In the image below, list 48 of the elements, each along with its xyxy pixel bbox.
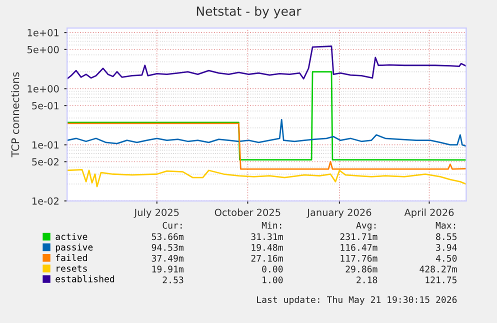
y-tick-label: 1e-01: [32, 141, 59, 149]
legend-label: active: [56, 232, 88, 240]
text: 116.47m: [340, 244, 378, 251]
text: 4.50: [436, 254, 457, 262]
text: 53.66m: [152, 233, 184, 240]
line-series: [67, 118, 466, 147]
legend-label: resets: [56, 265, 87, 272]
text: 3.94: [436, 244, 457, 251]
text: 94.53m: [152, 244, 184, 251]
text: 27.16m: [251, 254, 283, 262]
legend-label: established: [56, 275, 114, 282]
text: Last update: Thu May 21 19:30:15 2026: [257, 296, 457, 305]
text: Max:: [436, 222, 456, 229]
text: 231.71m: [340, 233, 378, 240]
line-series: [67, 71, 466, 161]
chart-title: Netstat - by year: [196, 6, 302, 18]
y-tick-label: 1e-02: [32, 197, 58, 205]
text: 19.48m: [252, 244, 283, 251]
text: 0.00: [262, 266, 283, 272]
text: 19.91m: [152, 266, 184, 272]
y-tick-label: 1e+00: [28, 85, 59, 92]
text: 428.27m: [420, 266, 457, 272]
text: 117.76m: [340, 254, 378, 262]
text: 31.31m: [251, 233, 283, 240]
line-series: [67, 46, 466, 80]
x-tick-label: April 2026: [404, 208, 454, 218]
text: 1.00: [262, 276, 283, 284]
text: 2.18: [356, 276, 378, 284]
legend-label: failed: [56, 254, 87, 262]
text: Avg:: [356, 222, 376, 230]
text: Min:: [262, 222, 282, 229]
legend-label: passive: [56, 244, 93, 252]
line-series: [67, 122, 466, 170]
x-tick-label: October 2025: [214, 208, 280, 216]
line-series: [67, 168, 466, 188]
text: Cur:: [162, 222, 182, 229]
y-tick-label: 1e+01: [28, 29, 59, 36]
text: 29.86m: [346, 266, 378, 272]
text: 37.49m: [152, 254, 184, 262]
text: 121.75: [426, 276, 457, 284]
x-tick-label: July 2025: [134, 208, 179, 218]
text: 8.55: [436, 233, 457, 240]
x-tick-label: January 2026: [306, 208, 372, 218]
y-axis-title: TCP connections: [11, 72, 20, 158]
y-tick-label: 5e-01: [32, 102, 59, 110]
y-tick-label: 5e+00: [28, 46, 59, 54]
text: 2.53: [162, 276, 184, 284]
y-tick-label: 5e-02: [32, 158, 58, 166]
